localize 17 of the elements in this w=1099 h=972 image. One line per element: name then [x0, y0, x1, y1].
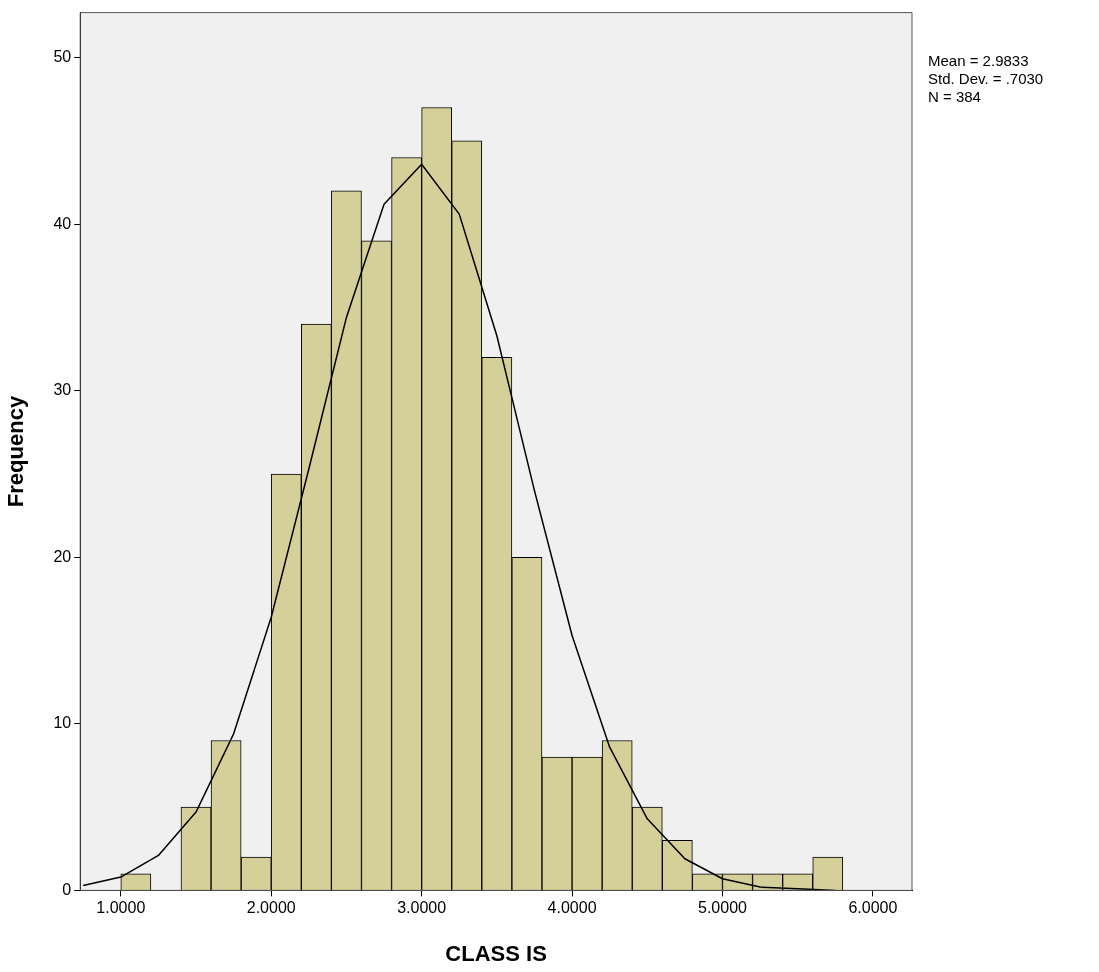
- text: Std. Dev. = .7030: [928, 70, 1044, 88]
- x-tick-label: 2.0000: [246, 899, 296, 917]
- y-tick-label: 50: [53, 47, 72, 65]
- y-tick-label: 20: [53, 547, 72, 565]
- x-tick-label: 6.0000: [848, 899, 898, 917]
- y-tick-label: 30: [53, 381, 72, 399]
- x-axis-title: CLASS IS: [445, 940, 547, 966]
- x-tick-label: 4.0000: [547, 899, 597, 917]
- x-tick-label: 3.0000: [397, 899, 447, 917]
- text: Mean = 2.9833: [928, 52, 1030, 70]
- y-axis-title: Frequency: [3, 395, 29, 508]
- y-tick-label: 10: [53, 714, 72, 732]
- y-tick-label: 40: [53, 214, 72, 232]
- x-tick-label: 5.0000: [698, 899, 748, 917]
- text: N = 384: [928, 88, 982, 106]
- y-tick-label: 0: [62, 880, 72, 898]
- x-tick-label: 1.0000: [96, 899, 146, 917]
